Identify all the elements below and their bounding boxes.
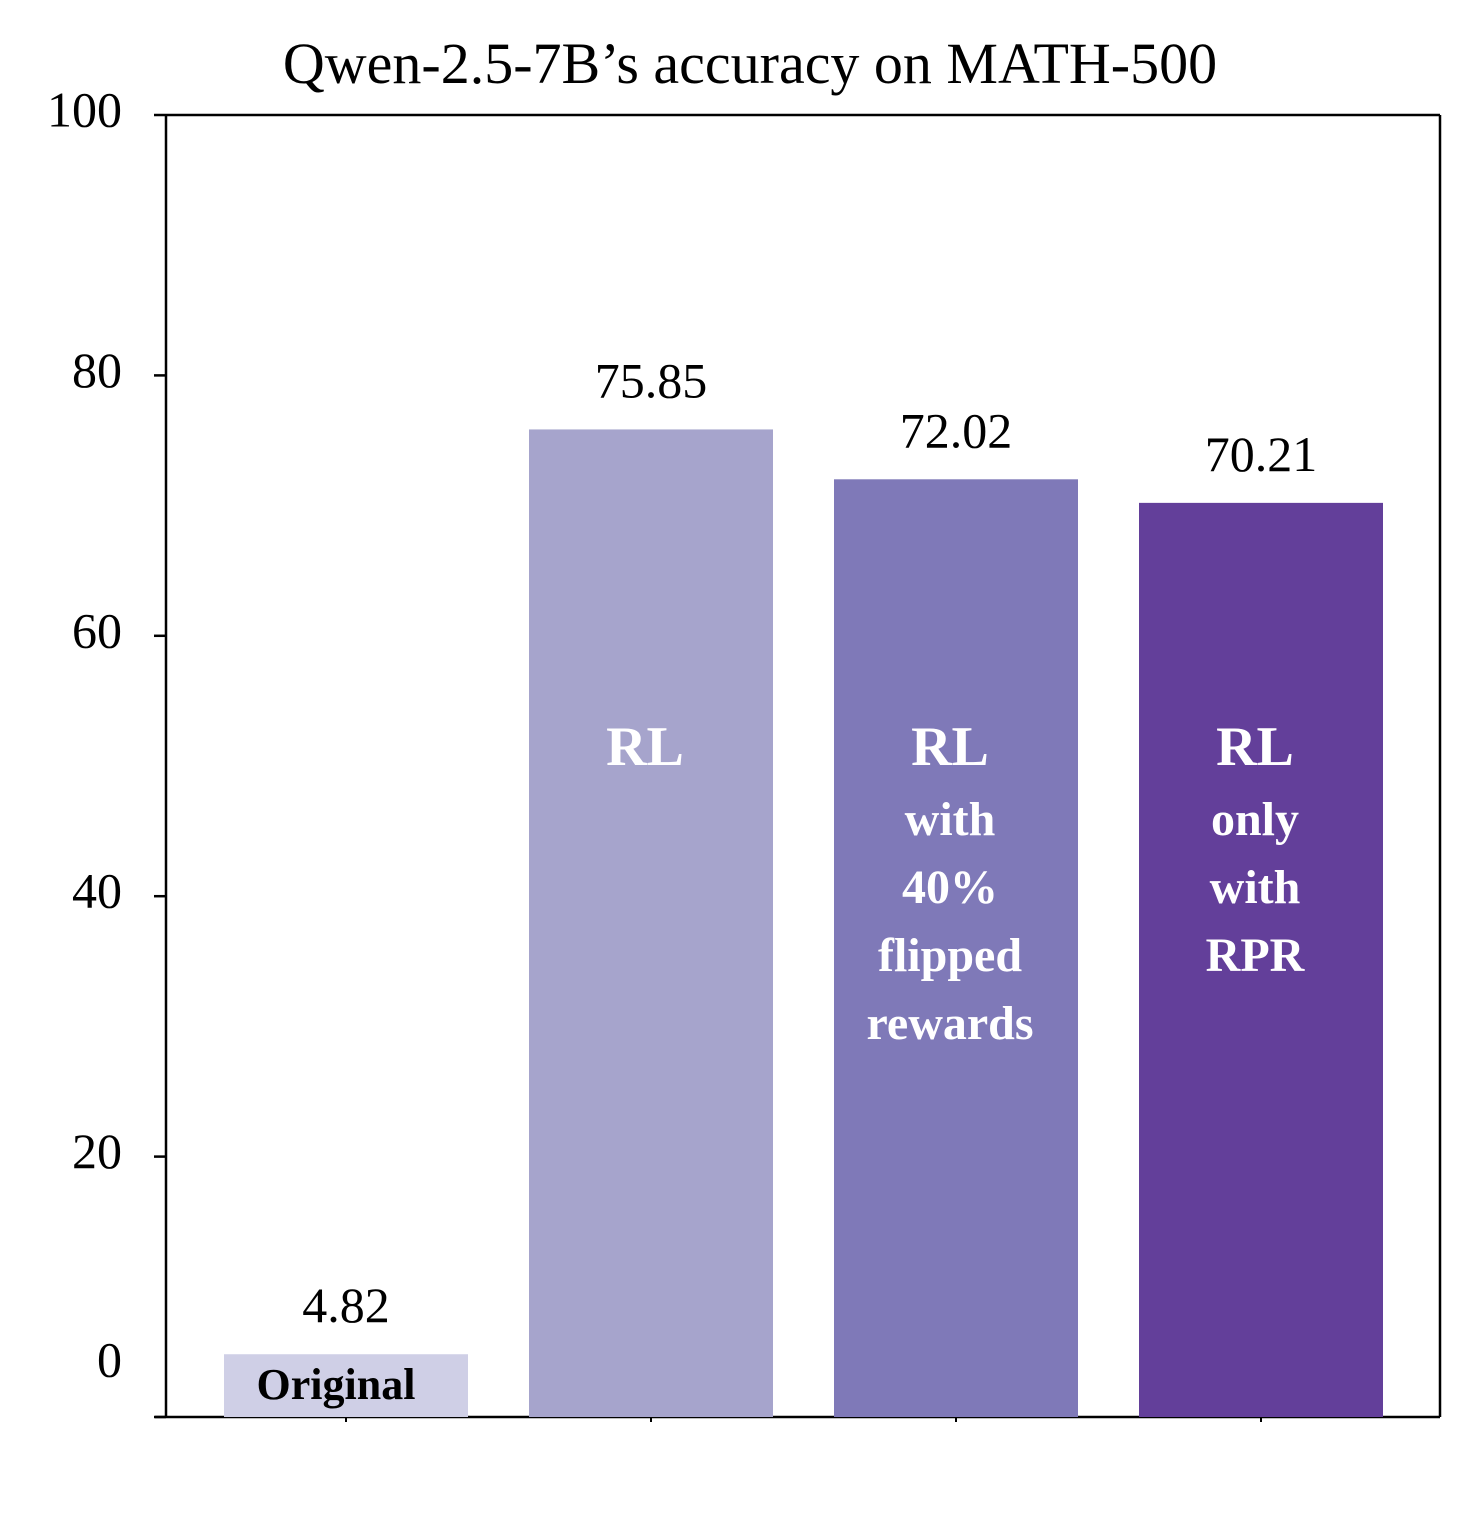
bar-category-label: with [905,793,996,846]
bar-category-label: flipped [878,929,1022,982]
bar-category-label: RL [1216,716,1294,778]
y-axis: 0 20 40 60 80 100 [47,81,168,1419]
y-tick-label: 0 [97,1331,122,1387]
bar-value-label: 70.21 [1205,426,1318,482]
value-labels: 4.82 75.85 72.02 70.21 [302,352,1317,1333]
bar-labels: Original RL RL with 40% flipped rewards RL only w… [257,716,1306,1409]
bar-category-label: 40% [902,861,998,914]
bar-value-label: 72.02 [900,402,1013,458]
bar-category-label: with [1210,861,1301,914]
y-tick-label: 20 [72,1123,122,1179]
bar [834,479,1078,1418]
y-tick-label: 80 [72,342,122,398]
bar-category-label: RL [911,716,989,778]
bar [529,429,773,1418]
y-tick-label: 100 [47,81,122,137]
bar-category-label: RPR [1206,929,1306,982]
y-tick-label: 40 [72,863,122,919]
plot-frame [166,113,1442,1417]
bar-category-label: Original [257,1360,416,1409]
x-axis [155,1415,1440,1422]
bar-category-label: only [1211,793,1299,846]
bar [1139,502,1383,1417]
y-tick-label: 60 [72,602,122,658]
bars [224,429,1383,1418]
bar-value-label: 4.82 [302,1277,390,1333]
bar-value-label: 75.85 [595,352,708,408]
bar-category-label: rewards [866,997,1033,1050]
bar [224,1354,468,1417]
chart-title: Qwen-2.5-7B’s accuracy on MATH-500 [283,31,1217,96]
bar-category-label: RL [606,716,684,778]
